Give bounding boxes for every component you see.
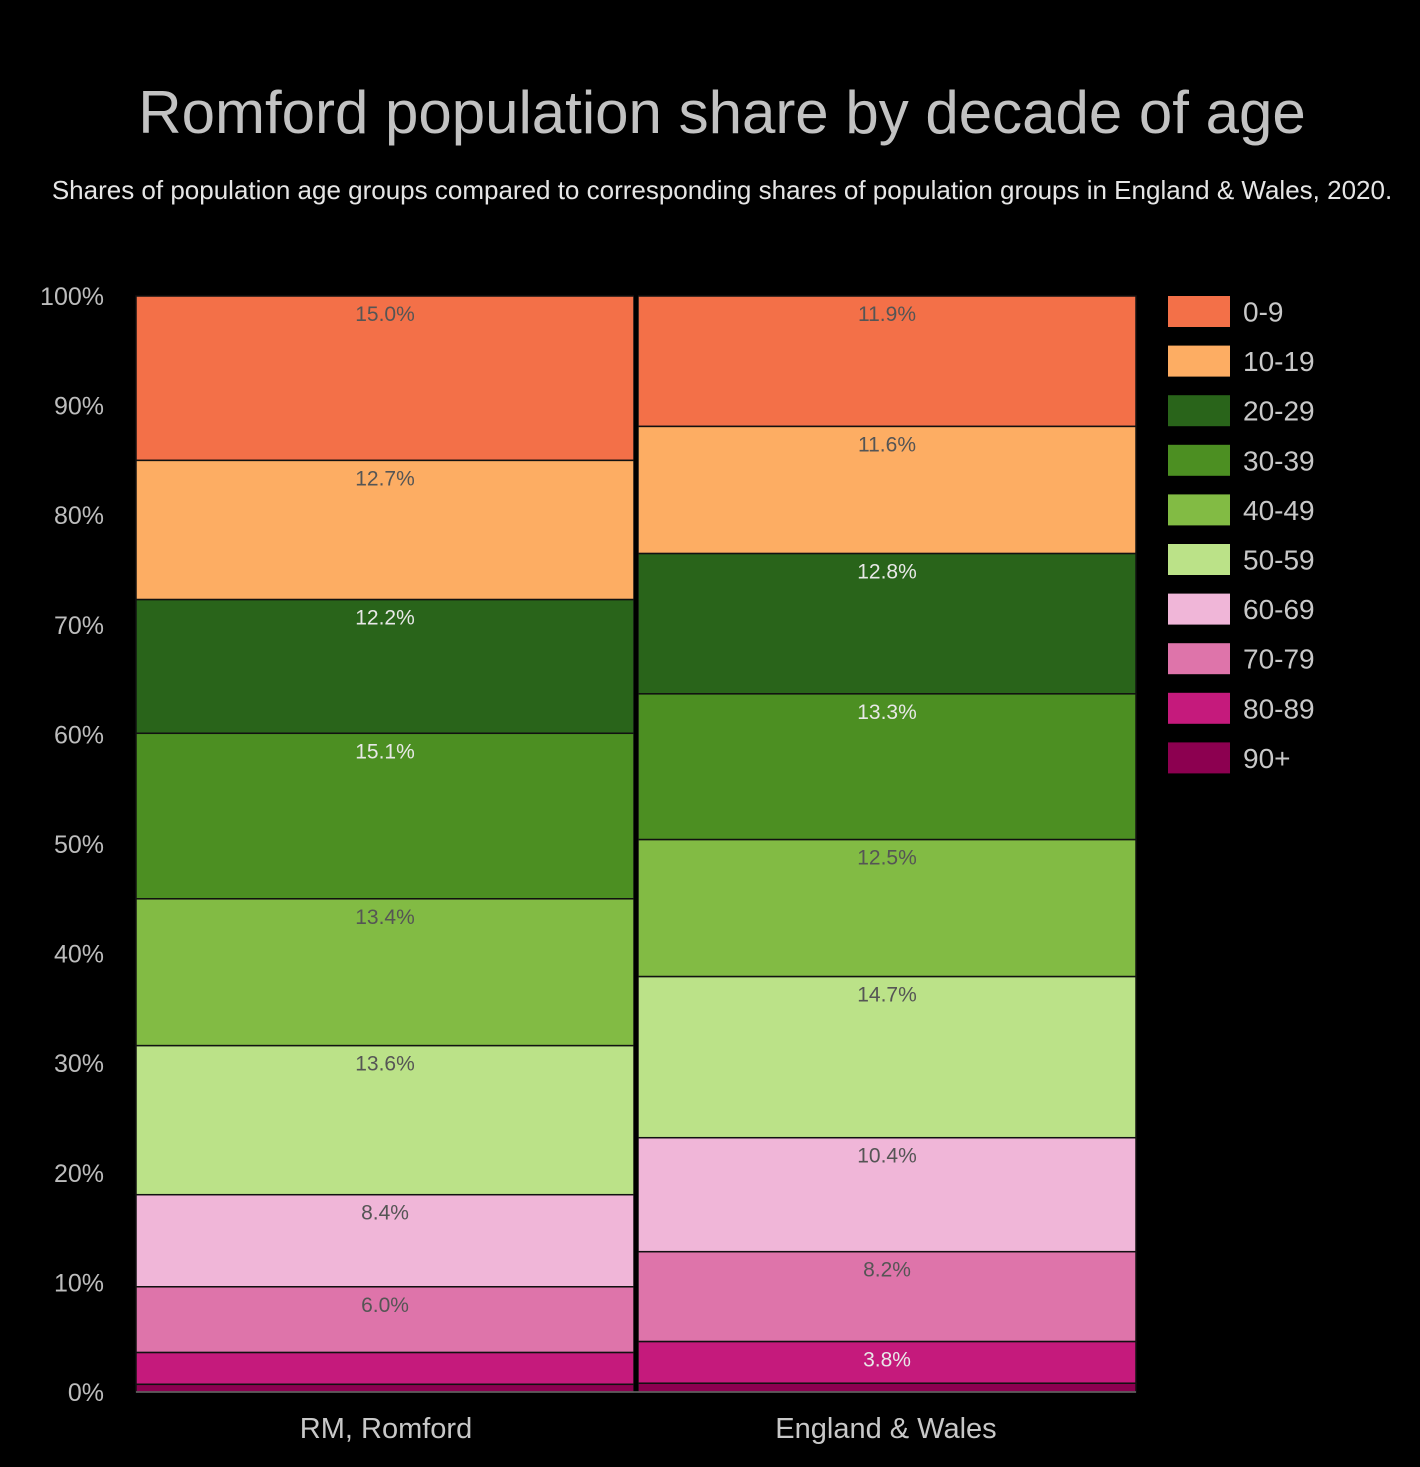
bar-segment: [135, 459, 635, 601]
legend-label: 0-9: [1243, 297, 1283, 328]
bar-segment: [135, 1351, 635, 1386]
y-tick-label: 70%: [54, 612, 104, 640]
bar-segment: [637, 1136, 1137, 1253]
legend-swatch: [1168, 643, 1230, 675]
y-tick-label: 20%: [54, 1160, 104, 1188]
bar-segment: [135, 1044, 635, 1196]
chart-subtitle: Shares of population age groups compared…: [51, 175, 1393, 205]
bar-segment: [135, 1193, 635, 1288]
data-label: 10.4%: [857, 1145, 917, 1168]
y-tick-label: 60%: [54, 721, 104, 749]
bar-segment: [135, 1383, 635, 1393]
y-tick-label: 100%: [40, 283, 104, 311]
bars: 15.0% 12.7% 12.2% 15.1% 13.4% 13.6% 8.4% 6.0% 11…: [135, 294, 1137, 1398]
data-label: 15.1%: [355, 740, 415, 763]
data-label: 13.4%: [355, 906, 415, 929]
data-label: 11.6%: [858, 433, 916, 456]
legend-label: 90+: [1243, 743, 1291, 774]
legend-swatch: [1168, 692, 1230, 724]
legend-label: 50-59: [1243, 545, 1315, 576]
bar-segment: [135, 898, 635, 1047]
legend-label: 30-39: [1243, 445, 1315, 476]
y-tick-label: 10%: [54, 1269, 104, 1297]
data-label: 8.2%: [863, 1259, 911, 1282]
data-label: 6.0%: [361, 1294, 409, 1317]
y-tick-label: 50%: [54, 831, 104, 859]
data-label: 12.2%: [355, 607, 415, 630]
data-label: 14.7%: [857, 984, 917, 1007]
data-label: 3.8%: [863, 1349, 911, 1372]
y-tick-label: 40%: [54, 941, 104, 969]
data-label: 12.8%: [857, 561, 917, 584]
x-category-label: England & Wales: [775, 1413, 996, 1445]
legend-label: 80-89: [1243, 693, 1315, 724]
bar-segment: [135, 598, 635, 735]
legend-swatch: [1168, 494, 1230, 526]
bar-segment: [637, 295, 1137, 428]
legend: 0-9 10-19 20-29 30-39 40-49 50-59 60-69 70-79 80…: [1168, 296, 1315, 774]
bar-segment: [135, 732, 635, 900]
legend-swatch: [1168, 444, 1230, 476]
bar-segment: [637, 838, 1137, 978]
y-tick-label: 30%: [54, 1050, 104, 1078]
bar-segment: [135, 1286, 635, 1354]
axes: 0% 10% 20% 30% 40% 50% 60% 70% 80% 90% 100% RM, Rom…: [40, 283, 1136, 1445]
x-category-label: RM, Romford: [300, 1413, 472, 1445]
bar-segment: [637, 1382, 1137, 1393]
y-tick-label: 90%: [54, 393, 104, 421]
legend-swatch: [1168, 395, 1230, 427]
legend-label: 60-69: [1243, 594, 1315, 625]
bar-segment: [637, 975, 1137, 1139]
data-label: 12.5%: [857, 847, 917, 870]
legend-label: 70-79: [1243, 644, 1315, 675]
bar-segment: [637, 693, 1137, 841]
legend-swatch: [1168, 593, 1230, 625]
legend-swatch: [1168, 296, 1230, 327]
legend-swatch: [1168, 742, 1230, 774]
y-tick-label: 0%: [68, 1379, 104, 1407]
legend-swatch: [1168, 544, 1230, 575]
chart-title: Romford population share by decade of ag…: [138, 79, 1306, 146]
y-tick-label: 80%: [54, 502, 104, 530]
data-label: 13.6%: [355, 1053, 415, 1076]
legend-label: 40-49: [1243, 495, 1315, 526]
data-label: 12.7%: [355, 467, 415, 490]
legend-label: 20-29: [1243, 396, 1315, 427]
legend-label: 10-19: [1243, 346, 1315, 377]
data-label: 13.3%: [857, 701, 917, 724]
data-label: 11.9%: [858, 303, 916, 326]
data-label: 15.0%: [355, 303, 415, 326]
legend-swatch: [1168, 345, 1230, 377]
data-label: 8.4%: [361, 1202, 409, 1225]
bar-segment: [637, 1250, 1137, 1343]
